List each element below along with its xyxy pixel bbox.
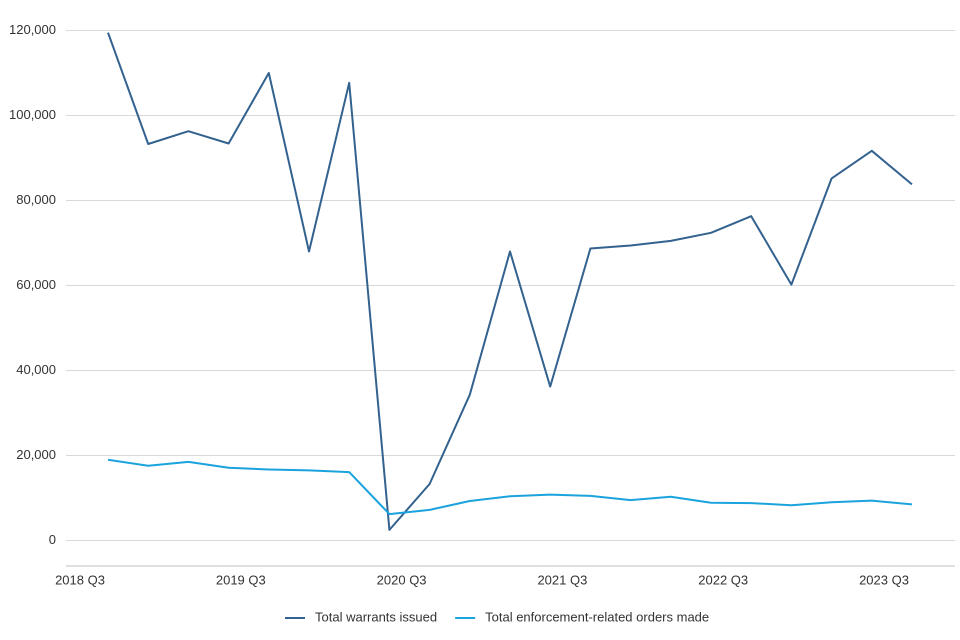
x-tick-label: 2022 Q3 [698, 572, 748, 587]
x-tick-label: 2018 Q3 [55, 572, 105, 587]
y-tick-label: 100,000 [9, 107, 56, 122]
y-tick-label: 0 [49, 532, 56, 547]
x-tick-label: 2021 Q3 [537, 572, 587, 587]
series-line [107, 32, 913, 531]
legend-label: Total warrants issued [315, 609, 437, 624]
series-line [107, 458, 913, 516]
x-tick-label: 2019 Q3 [216, 572, 266, 587]
y-tick-label: 120,000 [9, 22, 56, 37]
y-tick-label: 60,000 [16, 277, 56, 292]
x-tick-label: 2020 Q3 [377, 572, 427, 587]
y-tick-label: 20,000 [16, 447, 56, 462]
y-tick-label: 80,000 [16, 192, 56, 207]
legend-label: Total enforcement-related orders made [485, 609, 709, 624]
y-tick-label: 40,000 [16, 362, 56, 377]
x-tick-label: 2023 Q3 [859, 572, 909, 587]
